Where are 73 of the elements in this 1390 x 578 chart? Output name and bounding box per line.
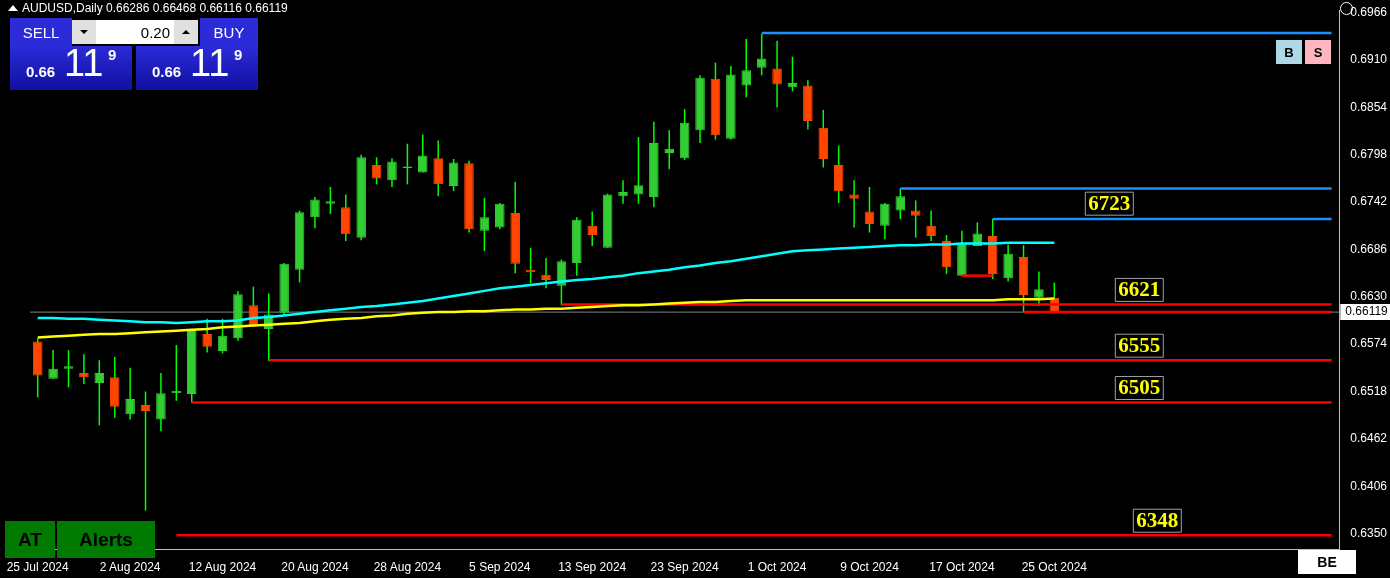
candlestick [202,318,212,354]
annotation: 9 [234,46,243,63]
candlestick [541,257,551,290]
y-tick-label: 0.6742 [1350,194,1388,209]
y-tick-label: 0.6910 [1350,52,1388,67]
button: BE [1298,550,1356,574]
x-tick-label: 1 Oct 2024 [747,560,807,575]
y-tick-label: 0.6966 [1350,5,1388,20]
x-tick-label: 23 Sep 2024 [650,560,720,575]
annotation: 6555 [1118,333,1161,358]
candlestick [741,38,752,99]
y-tick-label: 0.6686 [1350,241,1388,256]
candlestick [772,39,782,109]
button: S [1305,40,1331,64]
x-tick-label: 25 Jul 2024 [6,560,70,575]
candlestick [387,157,397,188]
button: BUY [200,18,258,46]
button: SELL [10,18,72,46]
candlestick [633,136,644,205]
candlestick [895,187,906,220]
annotation: 9 [108,46,117,63]
y-tick-label: 0.6798 [1350,147,1388,162]
candlestick [495,202,505,230]
x-tick-label: 13 Sep 2024 [558,560,627,575]
candlestick [79,353,89,385]
x-tick-label: 12 Aug 2024 [188,560,257,575]
candlestick [618,179,628,205]
button: B [1276,40,1302,64]
candlestick [418,133,428,174]
x-tick-label: 9 Oct 2024 [840,560,900,575]
y-tick-label: 0.6462 [1350,431,1388,446]
text-field: 0.20 [96,20,174,44]
chart-title: AUDUSD,Daily 0.66286 0.66468 0.66116 0.66119 [22,1,289,16]
candlestick [217,318,228,355]
x-tick-label: 5 Sep 2024 [469,560,531,575]
button: Alerts [57,521,155,558]
candlestick [864,186,875,234]
candlestick [94,359,105,427]
y-tick-label: 0.6406 [1350,478,1388,493]
x-tick-label: 17 Oct 2024 [929,560,995,575]
y-tick-label: 0.6350 [1350,525,1388,540]
x-tick-label: 25 Oct 2024 [1021,560,1088,575]
candlestick [48,349,58,380]
candlestick [664,129,675,170]
candlestick [125,367,135,421]
button: AT [5,521,55,558]
annotation: 6621 [1118,277,1161,302]
candlestick [1003,243,1013,283]
y-tick-label: 0.6630 [1350,289,1388,304]
candlestick [756,33,767,77]
x-tick-label: 20 Aug 2024 [281,560,349,575]
annotation: 6505 [1118,375,1161,400]
candlestick [325,186,336,215]
candlestick [849,179,859,229]
annotation: 6723 [1088,191,1131,216]
candlestick [479,197,490,252]
x-tick-label: 28 Aug 2024 [373,560,442,575]
candlestick [63,349,74,389]
annotation: 0.66 [26,63,56,80]
y-tick-label: 0.6574 [1350,336,1388,351]
candlestick [140,390,151,512]
y-tick-label: 0.6854 [1350,99,1388,114]
x-tick-label: 2 Aug 2024 [99,560,161,575]
y-tick-label: 0.6518 [1350,383,1388,398]
candlestick [587,210,597,247]
annotation: 0.66 [152,63,182,80]
candlestick [880,202,890,241]
candlestick [910,199,921,239]
ref-line-label: 0.66119 [1345,304,1389,319]
candlestick [448,158,459,192]
annotation: 6348 [1136,508,1179,533]
candlestick [310,196,320,230]
candlestick [926,209,936,242]
